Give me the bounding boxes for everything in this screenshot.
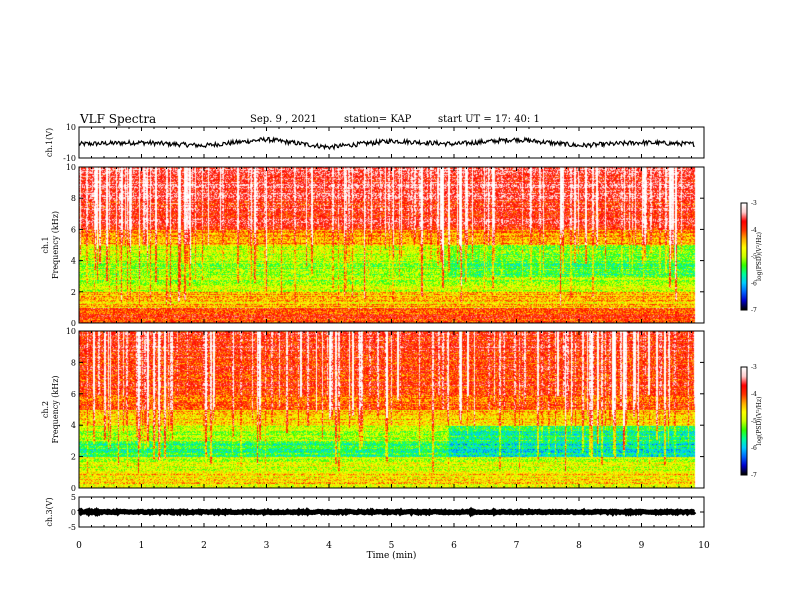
ch2-spectrogram-image bbox=[79, 331, 704, 488]
ch3-waveform-ytick-label: 0 bbox=[71, 508, 76, 517]
ch1-spectrogram-colorbar-gradient bbox=[741, 203, 747, 310]
ch1-spectrogram-colorbar-frame bbox=[740, 202, 748, 311]
ch1-spectrogram-ytick-label: 10 bbox=[66, 163, 76, 172]
x-tick-label: 0 bbox=[76, 541, 82, 551]
ch1-spectrogram-ytick-label: 0 bbox=[71, 319, 76, 328]
ch2-spectrogram-colorbar-tick-label: -5 bbox=[751, 418, 757, 425]
ch3-waveform-ytick-label: 5 bbox=[71, 493, 76, 502]
x-tick-label: 9 bbox=[639, 541, 645, 551]
ch2-spectrogram-ylabel: ch.2 bbox=[41, 401, 50, 418]
ch1-spectrogram-colorbar-tick-label: -7 bbox=[751, 307, 757, 314]
station-label: station= KAP bbox=[344, 114, 412, 125]
x-tick-label: 8 bbox=[576, 541, 582, 551]
ch2-spectrogram-ytick-label: 6 bbox=[71, 390, 76, 399]
ch1-spectrogram-ylabel: ch.1 bbox=[41, 236, 50, 253]
ch1-spectrogram-ytick-label: 2 bbox=[71, 288, 76, 297]
x-tick-label: 5 bbox=[389, 541, 395, 551]
x-axis-label: Time (min) bbox=[367, 550, 417, 561]
x-tick-label: 7 bbox=[514, 541, 520, 551]
ch2-spectrogram-colorbar-label: log(PSD)(V²/Hz) bbox=[756, 397, 763, 446]
ch2-spectrogram-ytick-label: 10 bbox=[66, 327, 76, 336]
ch2-spectrogram-colorbar-frame bbox=[740, 366, 748, 476]
ch1-spectrogram-ytick-label: 6 bbox=[71, 225, 76, 234]
ch2-spectrogram-colorbar-gradient bbox=[741, 367, 747, 475]
ch2-spectrogram-ytick-label: 8 bbox=[71, 358, 76, 367]
ch1-waveform-ylabel: ch.1(V) bbox=[45, 128, 54, 157]
ch3-waveform-ylabel: ch.3(V) bbox=[45, 497, 54, 526]
ch2-spectrogram-ylabel-units: Frequency (kHz) bbox=[51, 375, 60, 443]
ch3-waveform-trace bbox=[77, 506, 697, 518]
x-tick-label: 2 bbox=[201, 541, 207, 551]
ch2-spectrogram-colorbar-tick-label: -6 bbox=[751, 445, 757, 452]
ch1-spectrogram-colorbar-tick-label: -6 bbox=[751, 280, 757, 287]
ch1-spectrogram-colorbar-tick-label: -3 bbox=[751, 200, 757, 207]
x-tick-label: 4 bbox=[326, 541, 332, 551]
ch1-waveform-ytick-label: -10 bbox=[63, 154, 76, 163]
ch1-spectrogram-ytick-label: 4 bbox=[71, 257, 76, 266]
date-label: Sep. 9 , 2021 bbox=[250, 114, 317, 125]
ch2-spectrogram-colorbar-tick-label: -4 bbox=[751, 391, 757, 398]
ch2-spectrogram-colorbar-tick-label: -3 bbox=[751, 364, 757, 371]
x-tick-label: 1 bbox=[139, 541, 145, 551]
ch1-spectrogram-colorbar-label: log(PSD)(V²/Hz) bbox=[756, 232, 763, 281]
x-tick-label: 10 bbox=[698, 541, 710, 551]
ch2-spectrogram-ytick-label: 2 bbox=[71, 453, 76, 462]
ch1-waveform-ytick-label: 10 bbox=[66, 123, 76, 132]
ch3-waveform-ytick-label: -5 bbox=[68, 523, 76, 532]
figure-title: VLF Spectra bbox=[80, 112, 157, 126]
ch2-spectrogram-ytick-label: 4 bbox=[71, 421, 76, 430]
x-tick-label: 3 bbox=[264, 541, 270, 551]
x-tick-label: 6 bbox=[451, 541, 457, 551]
ch2-spectrogram-colorbar-tick-label: -7 bbox=[751, 472, 757, 479]
ch1-spectrogram-ytick-label: 8 bbox=[71, 194, 76, 203]
ch1-waveform-trace bbox=[78, 136, 695, 151]
ch1-spectrogram-colorbar-tick-label: -5 bbox=[751, 254, 757, 261]
ch1-spectrogram-ylabel-units: Frequency (kHz) bbox=[51, 211, 60, 279]
ch2-spectrogram-ytick-label: 0 bbox=[71, 484, 76, 493]
ch1-spectrogram-image bbox=[79, 167, 704, 323]
start-time-label: start UT = 17: 40: 1 bbox=[438, 114, 540, 125]
ch1-spectrogram-colorbar-tick-label: -4 bbox=[751, 227, 757, 234]
